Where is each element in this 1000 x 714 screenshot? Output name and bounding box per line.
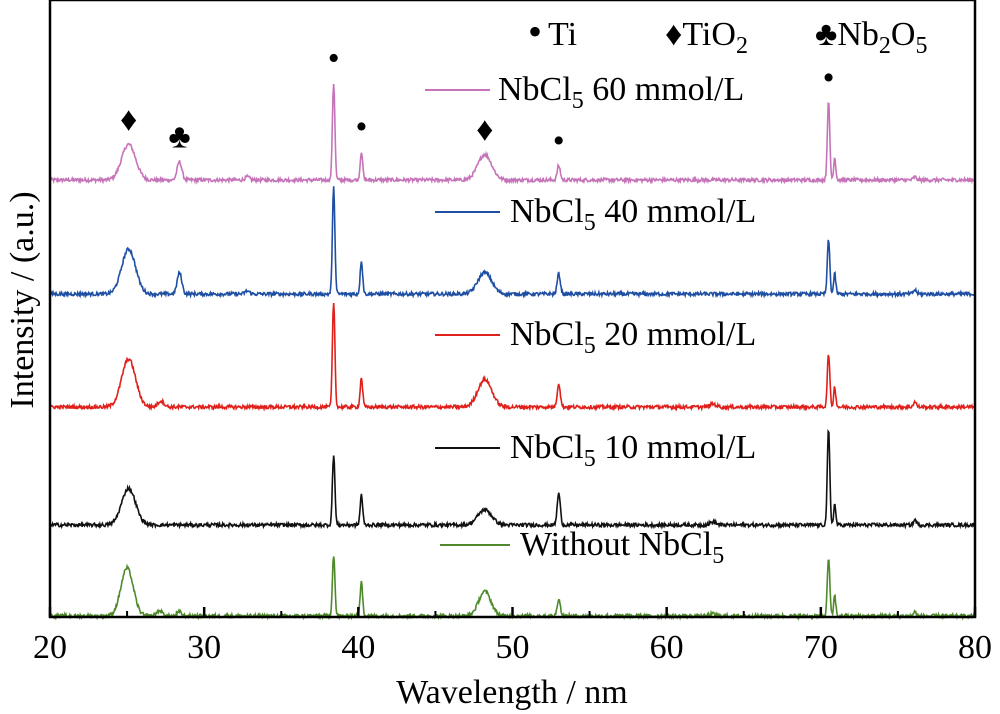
peak-marker: • (355, 108, 367, 145)
phase-symbol: ♦ (665, 16, 682, 53)
legend-label-base: NbCl (498, 71, 572, 108)
x-tick-label: 70 (804, 629, 838, 666)
peak-marker: • (823, 59, 835, 96)
legend-label-base: NbCl (510, 316, 584, 353)
legend-label: NbCl5 20 mmol/L (510, 316, 756, 359)
peak-marker: ♣ (168, 119, 190, 156)
phase-symbol: ♣ (815, 16, 837, 53)
phase-legend-item: ♣Nb2O5 (815, 16, 927, 59)
peak-marker: • (553, 123, 565, 160)
y-axis-title: Intensity / (a.u.) (4, 191, 41, 408)
legend-label-tail: 20 mmol/L (596, 316, 757, 353)
x-tick-label: 30 (187, 629, 221, 666)
phase-legend-item: • Ti (528, 9, 577, 54)
series-line (49, 428, 976, 530)
legend-label-subscript: 5 (584, 333, 596, 359)
x-axis-title: Wavelength / nm (396, 674, 627, 711)
x-tick-label: 80 (958, 629, 992, 666)
legend-label-tail: 10 mmol/L (596, 429, 757, 466)
x-axis-ticks: 20 30 40 50 60 70 80 (33, 607, 992, 666)
legend-label: NbCl5 40 mmol/L (510, 193, 756, 236)
x-tick-label: 20 (33, 629, 67, 666)
legend-label-subscript: 5 (584, 446, 596, 472)
series-line (49, 303, 976, 412)
phase-legend-item: ♦TiO2 (665, 16, 748, 59)
peak-annotations: ♦ ♣ • • ♦ • • (120, 40, 835, 160)
x-tick-label: 40 (341, 629, 375, 666)
x-tick-label: 50 (496, 629, 530, 666)
legend-label-base: NbCl (510, 193, 584, 230)
legend-label: NbCl5 10 mmol/L (510, 429, 756, 472)
legend-label: NbCl5 60 mmol/L (498, 71, 744, 114)
peak-marker: • (328, 40, 340, 77)
legend-label-tail: 60 mmol/L (584, 71, 745, 108)
series-line (49, 186, 976, 299)
legend-label-subscript: 5 (584, 210, 596, 236)
legend-label-subscript: 5 (712, 543, 724, 569)
peak-marker: ♦ (120, 101, 137, 138)
legend-label-base: Without NbCl (520, 526, 712, 563)
x-tick-label: 60 (650, 629, 684, 666)
legend-label-subscript: 5 (572, 88, 584, 114)
legend-label-base: NbCl (510, 429, 584, 466)
phase-symbol: • (528, 9, 542, 54)
phase-name: TiO (682, 16, 736, 53)
legend-label: Without NbCl5 (520, 526, 724, 569)
phase-name-tail: O (891, 16, 916, 53)
peak-marker: ♦ (476, 112, 493, 149)
phase-legend: • Ti ♦TiO2 ♣Nb2O5 (528, 9, 927, 59)
phase-subscript: 5 (915, 33, 927, 59)
phase-name: Nb (837, 16, 879, 53)
series-line (49, 84, 976, 185)
legend-label-tail: 40 mmol/L (596, 193, 757, 230)
phase-subscript: 2 (879, 33, 891, 59)
phase-subscript: 2 (736, 33, 748, 59)
phase-name: Ti (548, 16, 577, 53)
